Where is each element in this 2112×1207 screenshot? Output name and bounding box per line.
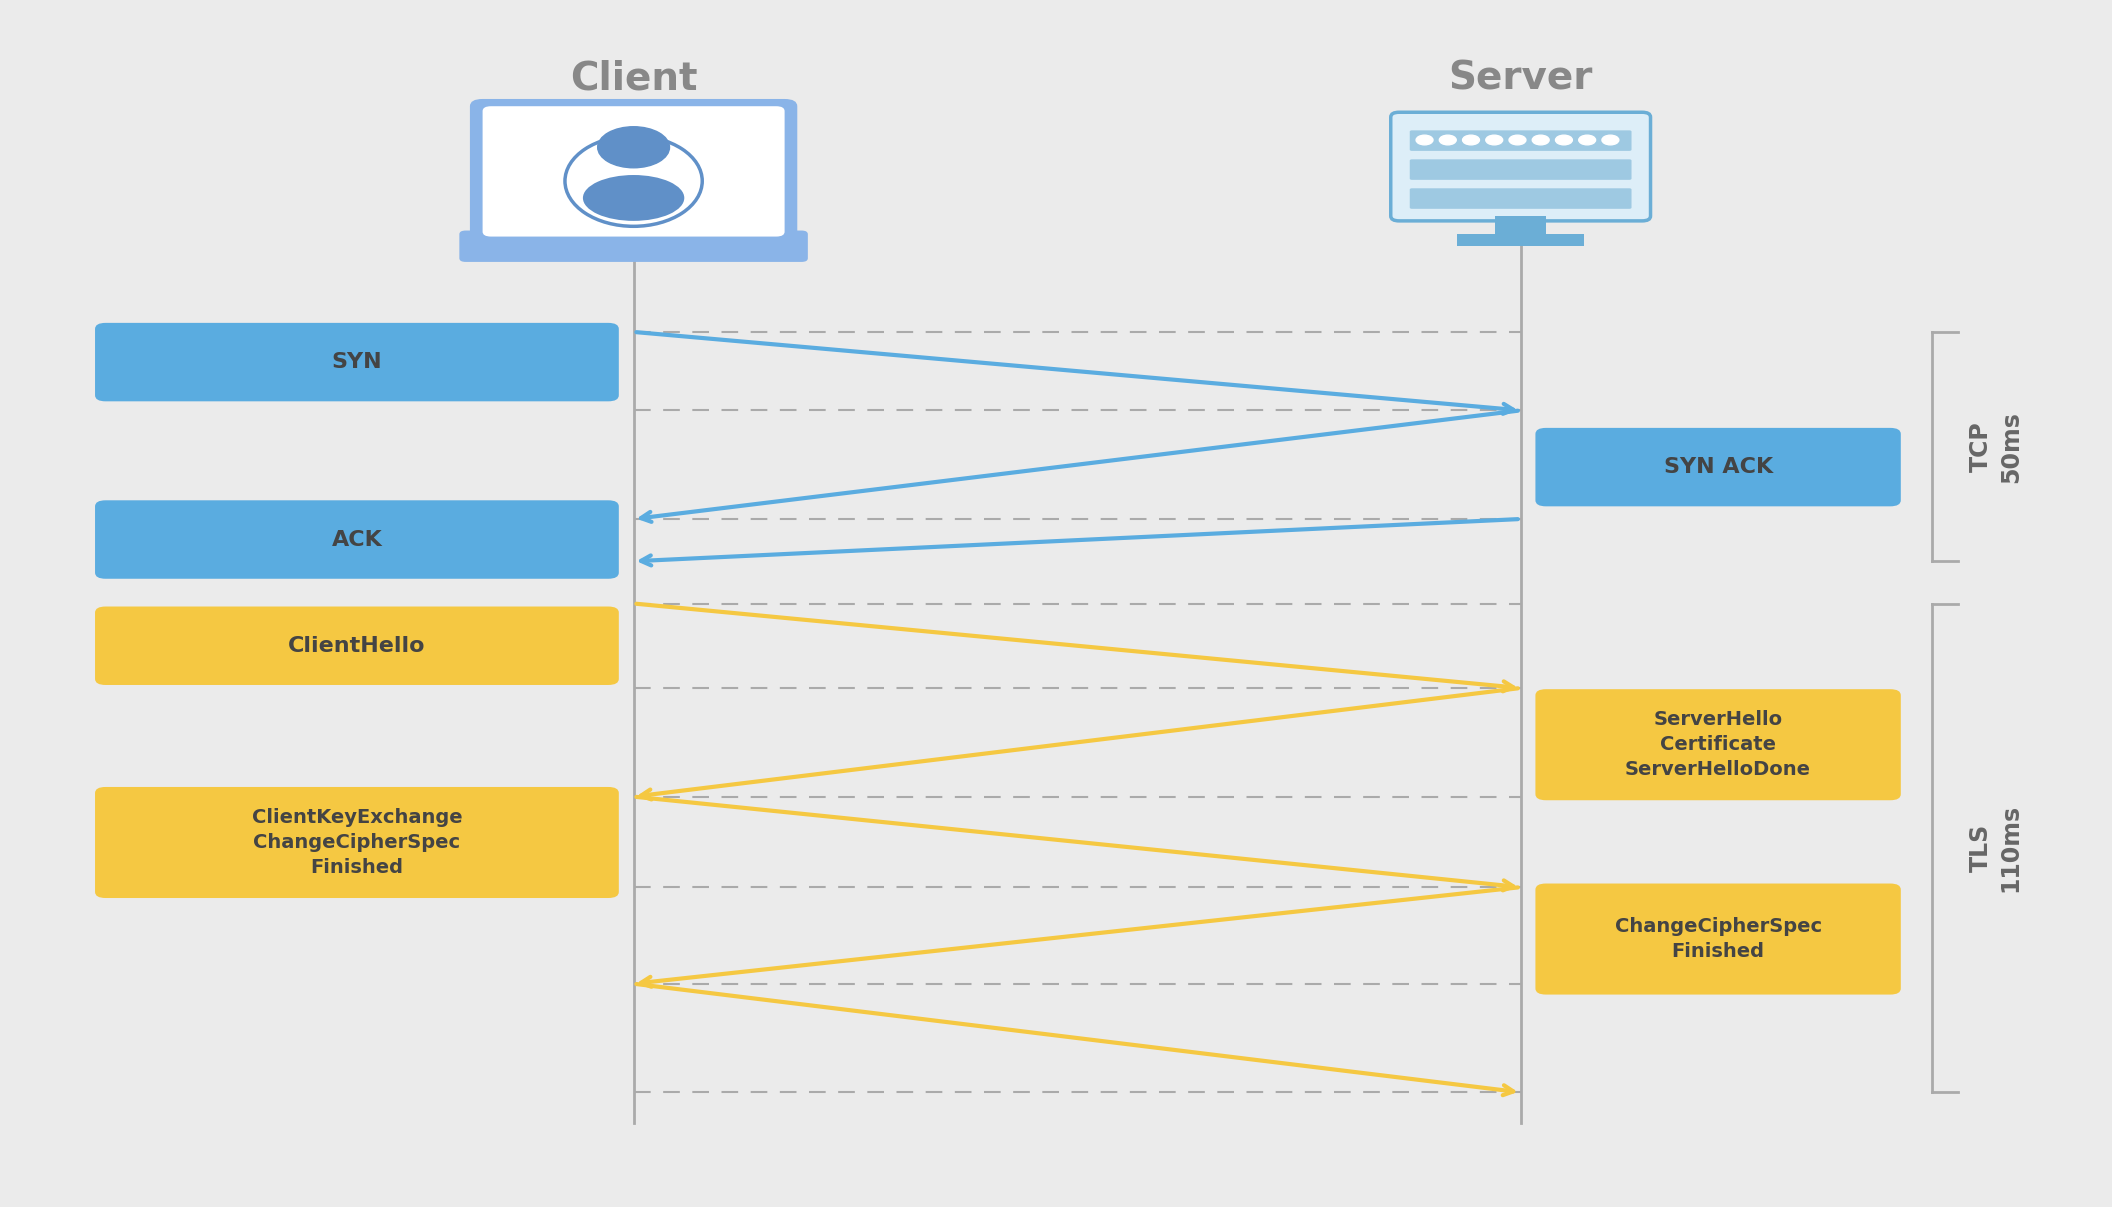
- Circle shape: [1415, 135, 1434, 145]
- FancyBboxPatch shape: [1535, 884, 1901, 995]
- FancyBboxPatch shape: [95, 323, 619, 401]
- Text: Client: Client: [570, 59, 697, 98]
- FancyBboxPatch shape: [95, 500, 619, 579]
- Circle shape: [1508, 135, 1525, 145]
- Circle shape: [1533, 135, 1550, 145]
- Text: SYN: SYN: [332, 352, 382, 372]
- FancyBboxPatch shape: [482, 106, 786, 237]
- Circle shape: [1578, 135, 1597, 145]
- FancyBboxPatch shape: [1411, 159, 1630, 180]
- Text: ClientHello: ClientHello: [287, 636, 427, 655]
- Text: SYN ACK: SYN ACK: [1664, 457, 1772, 477]
- Text: TLS
110ms: TLS 110ms: [1968, 804, 2023, 892]
- Circle shape: [1554, 135, 1571, 145]
- FancyBboxPatch shape: [460, 231, 807, 262]
- Text: ClientKeyExchange
ChangeCipherSpec
Finished: ClientKeyExchange ChangeCipherSpec Finis…: [251, 807, 463, 877]
- FancyBboxPatch shape: [95, 787, 619, 898]
- Text: ACK: ACK: [332, 530, 382, 549]
- Circle shape: [1487, 135, 1504, 145]
- Text: ChangeCipherSpec
Finished: ChangeCipherSpec Finished: [1614, 917, 1823, 961]
- FancyBboxPatch shape: [1411, 188, 1630, 209]
- FancyBboxPatch shape: [1411, 130, 1630, 151]
- FancyBboxPatch shape: [95, 607, 619, 686]
- Circle shape: [1440, 135, 1457, 145]
- Bar: [1495, 216, 1546, 238]
- Text: Server: Server: [1449, 59, 1592, 98]
- Text: ServerHello
Certificate
ServerHelloDone: ServerHello Certificate ServerHelloDone: [1624, 710, 1812, 780]
- FancyBboxPatch shape: [1390, 112, 1652, 221]
- Circle shape: [598, 127, 670, 168]
- FancyBboxPatch shape: [469, 99, 798, 244]
- FancyBboxPatch shape: [1535, 428, 1901, 507]
- Circle shape: [1601, 135, 1618, 145]
- Ellipse shape: [583, 175, 684, 221]
- FancyBboxPatch shape: [1535, 689, 1901, 800]
- Circle shape: [1462, 135, 1481, 145]
- Bar: [1457, 234, 1584, 246]
- Text: TCP
50ms: TCP 50ms: [1968, 410, 2023, 483]
